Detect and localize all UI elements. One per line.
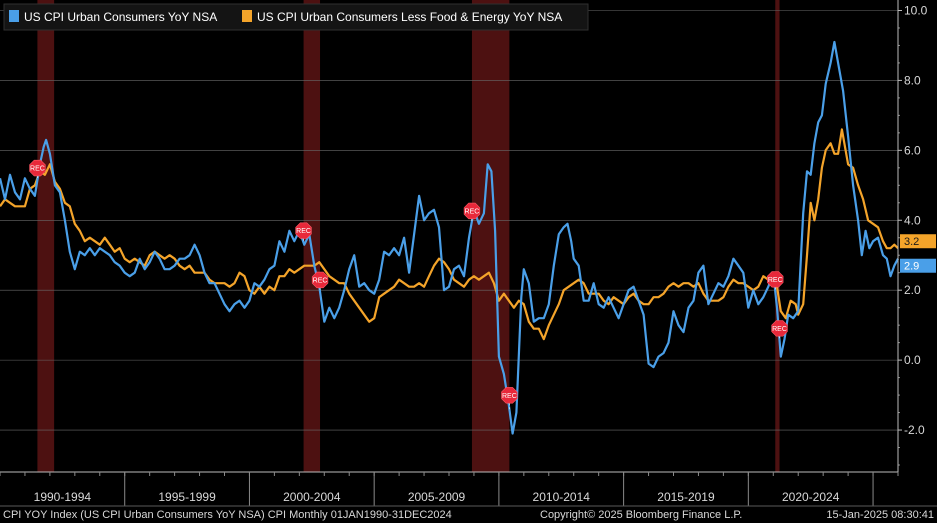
- legend-label-core-cpi: US CPI Urban Consumers Less Food & Energ…: [257, 10, 562, 24]
- axes: 10.0 8.0 6.0 4.0 2.0 0.0 -2.0 1990-1994 1995-199…: [0, 0, 928, 506]
- last-value-tag-0: [900, 258, 936, 273]
- legend-box: [3, 3, 589, 31]
- y-tick-label-5: 0.0: [904, 353, 921, 367]
- rec-marker-label-1: REC: [296, 228, 311, 235]
- rec-marker-label-5: REC: [768, 277, 783, 284]
- last-value-label-1: 3.2: [904, 236, 919, 248]
- rec-marker-label-0: REC: [30, 166, 45, 173]
- series-line-0: [0, 40, 899, 435]
- rec-marker-6: [771, 320, 788, 337]
- legend-swatch-cpi: [9, 10, 19, 22]
- x-tick-label-4: 2010-2014: [533, 490, 591, 504]
- y-tick-label-2: 6.0: [904, 143, 921, 157]
- legend-swatch-core-cpi: [242, 10, 252, 22]
- rec-marker-5: [767, 271, 784, 288]
- y-tick-label-6: -2.0: [904, 423, 925, 437]
- footer-timestamp: 15-Jan-2025 08:30:41: [826, 509, 934, 521]
- last-value-tags: 3.2 2.9: [900, 234, 936, 273]
- y-tick-label-1: 8.0: [904, 73, 921, 87]
- x-tick-label-6: 2020-2024: [782, 490, 840, 504]
- recession-band-0: [37, 0, 55, 472]
- x-tick-label-3: 2005-2009: [408, 490, 466, 504]
- legend-label-cpi: US CPI Urban Consumers YoY NSA: [24, 10, 217, 24]
- recession-bands: [37, 0, 780, 472]
- footer-copyright: Copyright© 2025 Bloomberg Finance L.P.: [540, 509, 742, 521]
- y-tick-label-0: 10.0: [904, 3, 928, 17]
- x-tick-label-2: 2000-2004: [283, 490, 341, 504]
- recession-markers: REC REC REC REC REC REC REC: [29, 159, 788, 410]
- rec-marker-1: [295, 222, 312, 239]
- rec-marker-3: [463, 202, 481, 220]
- legend: US CPI Urban Consumers YoY NSA US CPI Ur…: [3, 3, 589, 31]
- rec-marker-2: [311, 271, 329, 289]
- x-tick-label-1: 1995-1999: [158, 490, 216, 504]
- footer-description: CPI YOY Index (US CPI Urban Consumers Yo…: [3, 509, 452, 521]
- footer: CPI YOY Index (US CPI Urban Consumers Yo…: [0, 505, 937, 521]
- rec-marker-label-4: REC: [502, 393, 517, 400]
- rec-marker-0: [29, 159, 46, 177]
- y-tick-label-3: 4.0: [904, 213, 921, 227]
- rec-marker-4: [501, 387, 518, 404]
- recession-band-1: [303, 0, 321, 472]
- rec-marker-label-6: REC: [772, 326, 787, 333]
- x-tick-label-5: 2015-2019: [657, 490, 715, 504]
- rec-marker-label-2: REC: [313, 277, 328, 284]
- y-tick-label-4: 2.0: [904, 283, 921, 297]
- last-value-label-0: 2.9: [904, 261, 919, 273]
- x-tick-label-0: 1990-1994: [34, 490, 92, 504]
- recession-band-3: [775, 0, 780, 472]
- last-value-tag-1: [900, 234, 936, 249]
- rec-marker-label-3: REC: [465, 208, 480, 215]
